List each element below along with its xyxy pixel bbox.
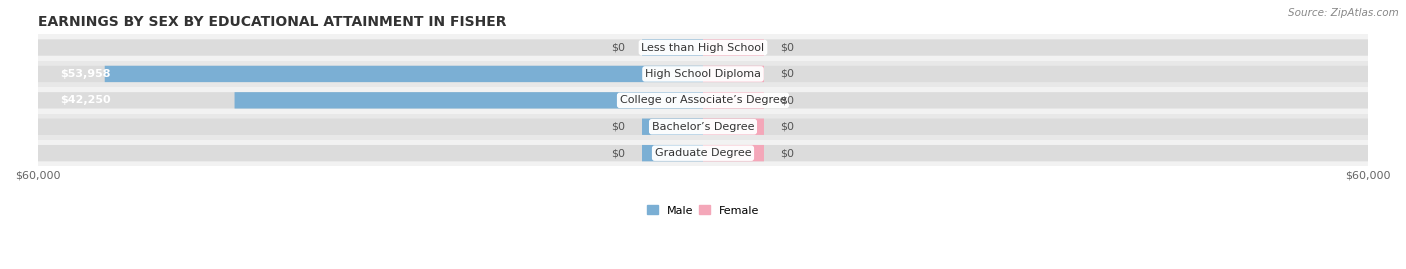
FancyBboxPatch shape [38, 39, 1368, 56]
Text: $0: $0 [780, 69, 794, 79]
FancyBboxPatch shape [643, 39, 703, 56]
Bar [38, 87, 1368, 114]
Text: Bachelor’s Degree: Bachelor’s Degree [652, 122, 754, 132]
Bar [38, 34, 1368, 61]
FancyBboxPatch shape [703, 66, 763, 82]
Text: Graduate Degree: Graduate Degree [655, 148, 751, 158]
Text: $0: $0 [612, 148, 626, 158]
FancyBboxPatch shape [104, 66, 703, 82]
Legend: Male, Female: Male, Female [643, 201, 763, 220]
Text: $0: $0 [780, 148, 794, 158]
FancyBboxPatch shape [643, 119, 703, 135]
FancyBboxPatch shape [703, 119, 763, 135]
Text: $0: $0 [612, 43, 626, 52]
FancyBboxPatch shape [703, 92, 763, 108]
FancyBboxPatch shape [235, 92, 703, 108]
FancyBboxPatch shape [38, 66, 1368, 82]
Text: Less than High School: Less than High School [641, 43, 765, 52]
Text: $0: $0 [780, 95, 794, 105]
FancyBboxPatch shape [38, 119, 1368, 135]
FancyBboxPatch shape [703, 145, 763, 161]
Text: $42,250: $42,250 [60, 95, 111, 105]
FancyBboxPatch shape [38, 92, 1368, 108]
Text: $53,958: $53,958 [60, 69, 111, 79]
FancyBboxPatch shape [703, 39, 763, 56]
FancyBboxPatch shape [38, 145, 1368, 161]
Text: $0: $0 [780, 43, 794, 52]
Text: EARNINGS BY SEX BY EDUCATIONAL ATTAINMENT IN FISHER: EARNINGS BY SEX BY EDUCATIONAL ATTAINMEN… [38, 15, 506, 29]
Bar [38, 140, 1368, 166]
FancyBboxPatch shape [643, 145, 703, 161]
Text: High School Diploma: High School Diploma [645, 69, 761, 79]
Text: Source: ZipAtlas.com: Source: ZipAtlas.com [1288, 8, 1399, 18]
Text: $0: $0 [612, 122, 626, 132]
Text: College or Associate’s Degree: College or Associate’s Degree [620, 95, 786, 105]
Bar [38, 61, 1368, 87]
Bar [38, 114, 1368, 140]
Text: $0: $0 [780, 122, 794, 132]
